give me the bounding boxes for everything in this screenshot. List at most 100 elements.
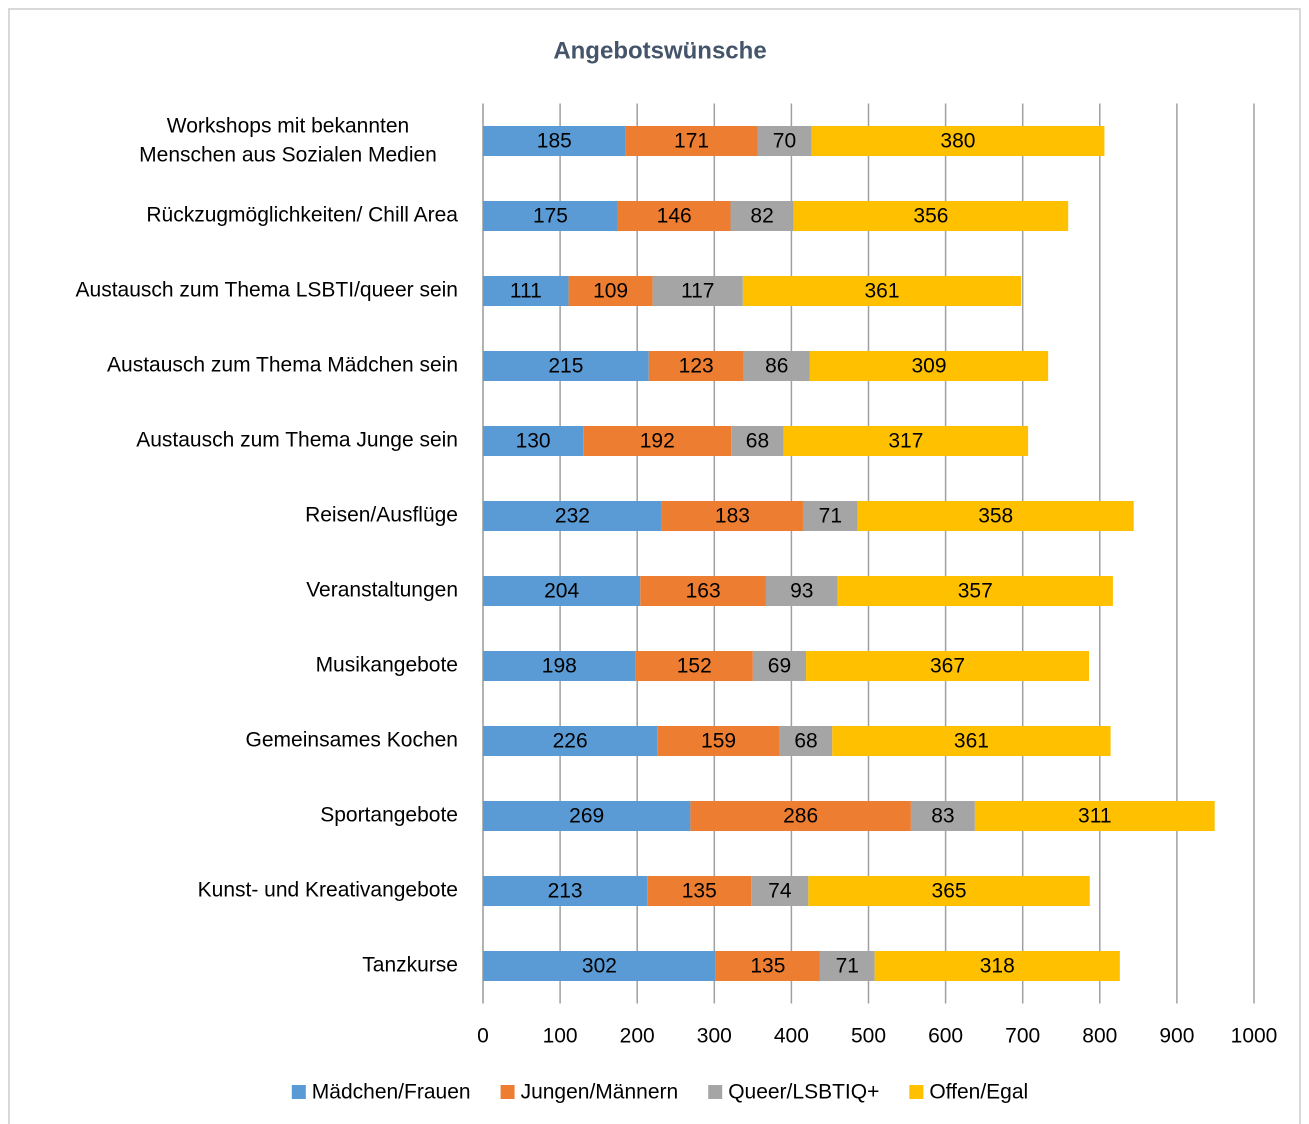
data-label: 171: [674, 130, 709, 153]
bar-segment: [808, 876, 1090, 906]
data-label: 309: [912, 355, 947, 378]
x-tick-label: 700: [1005, 1025, 1040, 1048]
bar-segment: [483, 126, 626, 156]
data-label: 83: [931, 805, 954, 828]
y-tick-label: Rückzugmöglichkeiten/ Chill Area: [146, 204, 458, 227]
data-label: 135: [682, 880, 717, 903]
bar-segment: [652, 276, 743, 306]
y-tick-label: Austausch zum Thema LSBTI/queer sein: [76, 279, 458, 302]
x-tick-label: 200: [620, 1025, 655, 1048]
data-label: 82: [750, 205, 773, 228]
data-label: 215: [548, 355, 583, 378]
bar-segment: [730, 201, 794, 231]
data-label: 198: [542, 655, 577, 678]
bar-segment: [837, 576, 1113, 606]
bar-segment: [583, 426, 732, 456]
bar-segment: [765, 576, 838, 606]
bar-segment: [483, 201, 618, 231]
data-label: 163: [686, 580, 721, 603]
legend-swatch: [909, 1085, 924, 1099]
x-tick-label: 800: [1082, 1025, 1117, 1048]
x-tick-label: 1000: [1231, 1025, 1278, 1048]
data-label: 74: [768, 880, 792, 903]
bar-segment: [806, 651, 1090, 681]
data-label: 317: [888, 430, 923, 453]
bar-segment: [743, 351, 810, 381]
bar-segment: [757, 126, 812, 156]
bar-segment: [751, 876, 809, 906]
data-label: 86: [765, 355, 788, 378]
x-tick-label: 400: [774, 1025, 809, 1048]
bar-segment: [483, 501, 662, 531]
data-label: 146: [657, 205, 692, 228]
data-label: 93: [790, 580, 813, 603]
legend-label: Jungen/Männern: [521, 1081, 679, 1104]
data-label: 135: [750, 955, 785, 978]
data-label: 318: [980, 955, 1015, 978]
bar-segment: [483, 951, 716, 981]
bar-segment: [483, 876, 648, 906]
y-tick-label: Workshops mit bekannten Menschen aus Sozi…: [139, 114, 437, 166]
data-label: 311: [1078, 805, 1111, 828]
data-label: 152: [677, 655, 712, 678]
bar-segment: [779, 726, 833, 756]
data-label: 226: [553, 730, 588, 753]
bar-segment: [635, 651, 753, 681]
bar-segment: [640, 576, 766, 606]
y-tick-label: Kunst- und Kreativangebote: [198, 879, 458, 902]
data-label: 70: [773, 130, 796, 153]
bar-segment: [483, 426, 584, 456]
data-label: 117: [681, 280, 714, 303]
bar-segment: [811, 126, 1105, 156]
bar-segment: [483, 651, 636, 681]
bar-segment: [731, 426, 784, 456]
y-tick-label: Tanzkurse: [362, 954, 458, 977]
bar-segment: [910, 801, 975, 831]
data-label: 356: [913, 205, 948, 228]
bar-segment: [832, 726, 1111, 756]
x-tick-label: 500: [851, 1025, 886, 1048]
data-label: 380: [940, 130, 975, 153]
bar-segment: [715, 951, 820, 981]
data-label: 68: [746, 430, 769, 453]
y-tick-label: Reisen/Ausflüge: [305, 504, 458, 527]
bar-segment: [483, 726, 658, 756]
bar-segment: [661, 501, 803, 531]
bar-segment: [483, 351, 649, 381]
data-label: 183: [715, 505, 750, 528]
x-tick-label: 0: [477, 1025, 489, 1048]
bar-segment: [648, 351, 744, 381]
x-tick-label: 300: [697, 1025, 732, 1048]
data-label: 269: [569, 805, 604, 828]
y-tick-label: Sportangebote: [320, 804, 458, 827]
data-label: 69: [768, 655, 791, 678]
data-label: 204: [544, 580, 579, 603]
data-label: 302: [582, 955, 617, 978]
data-label: 185: [537, 130, 572, 153]
chart-title: Angebotswünsche: [553, 37, 766, 64]
legend-swatch: [500, 1085, 515, 1099]
data-label: 130: [516, 430, 551, 453]
data-label: 361: [864, 280, 899, 303]
data-label: 123: [679, 355, 714, 378]
bar-segment: [857, 501, 1134, 531]
data-label: 367: [930, 655, 965, 678]
data-label: 192: [640, 430, 675, 453]
x-tick-label: 900: [1159, 1025, 1194, 1048]
data-label: 159: [701, 730, 736, 753]
x-tick-label: 100: [543, 1025, 578, 1048]
data-label: 365: [932, 880, 967, 903]
data-label: 71: [819, 505, 842, 528]
data-label: 111: [510, 280, 542, 303]
data-label: 213: [548, 880, 583, 903]
data-label: 357: [958, 580, 993, 603]
bar-segment: [819, 951, 875, 981]
bar-segment: [783, 426, 1029, 456]
bar-segment: [647, 876, 752, 906]
legend-swatch: [708, 1085, 723, 1099]
data-label: 175: [533, 205, 568, 228]
bar-segment: [802, 501, 858, 531]
bar-segment: [483, 276, 569, 306]
bar-segment: [809, 351, 1049, 381]
